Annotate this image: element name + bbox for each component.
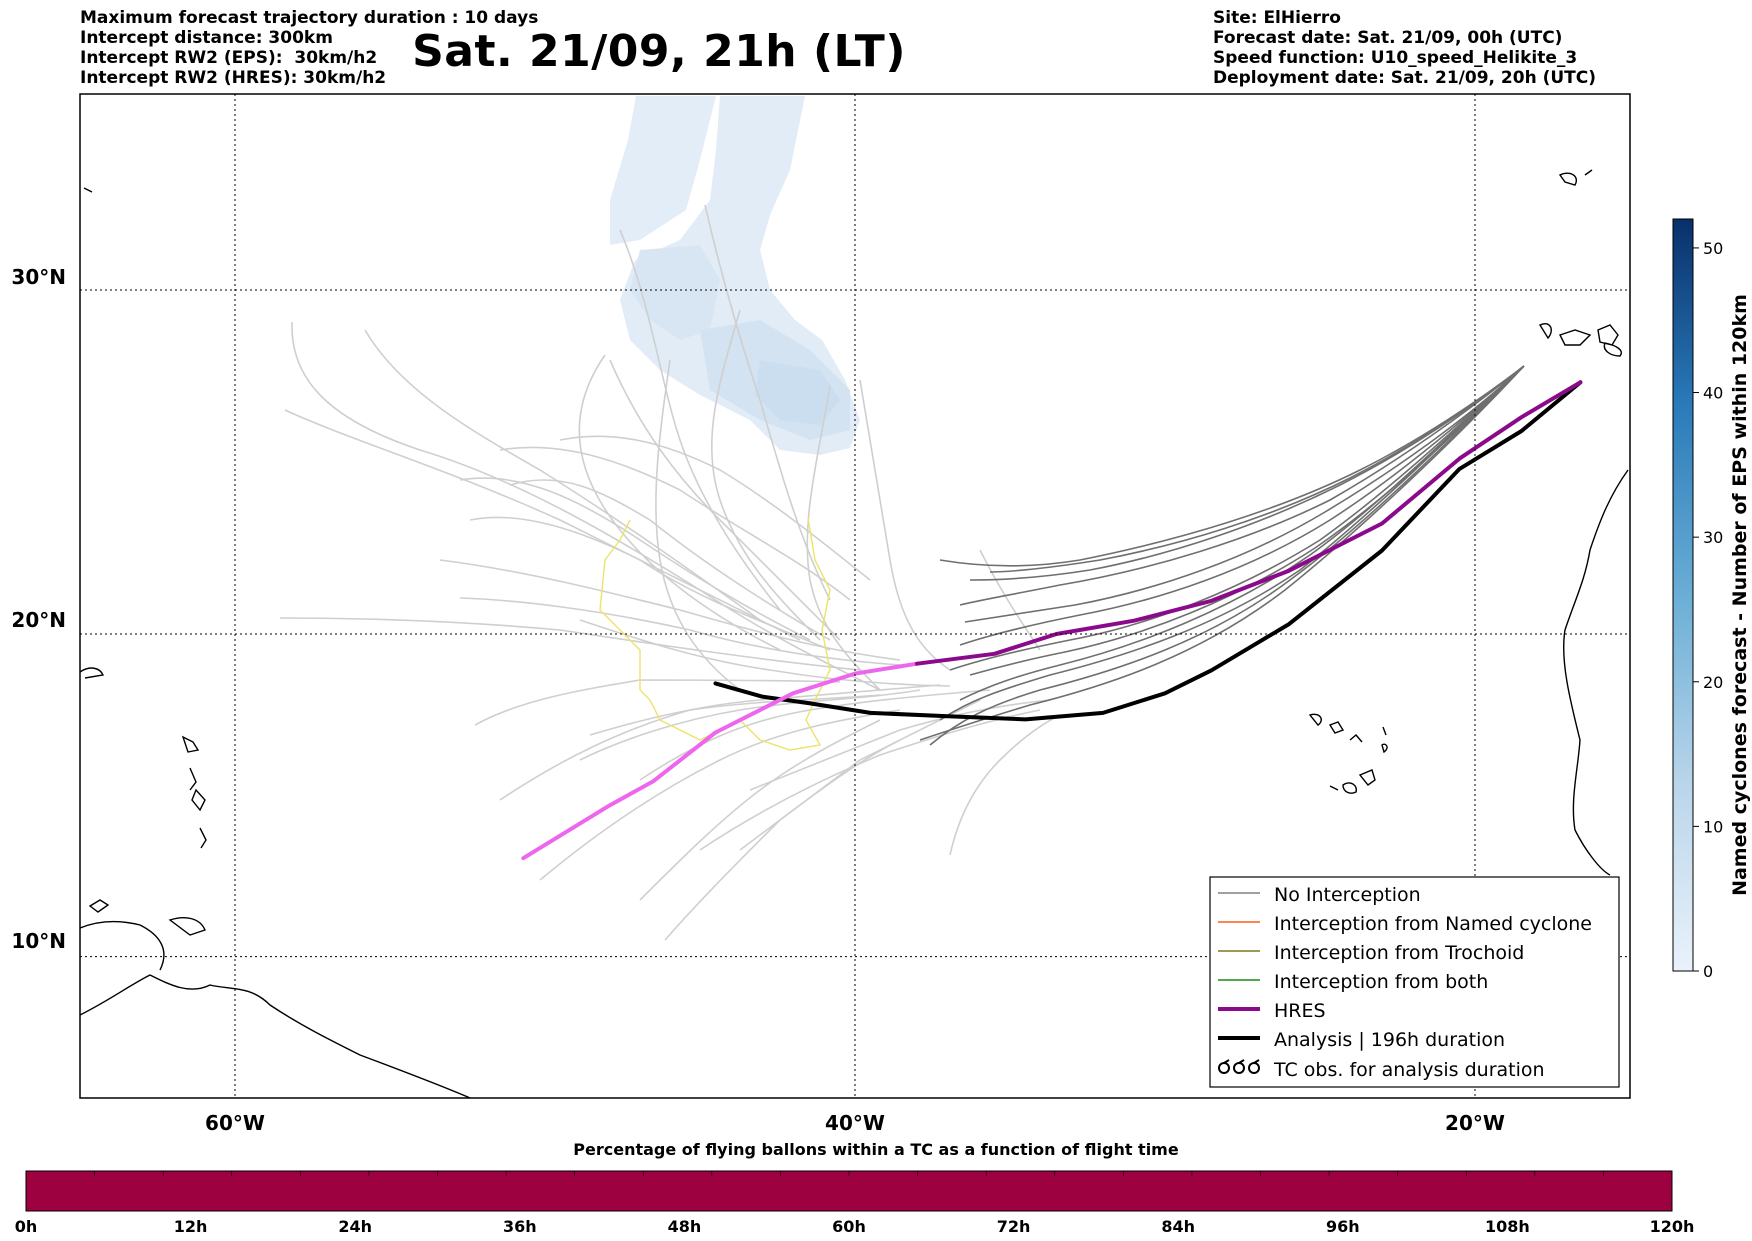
legend-label-hres: HRES	[1274, 1000, 1326, 1022]
colorbar-right-tick-label-40: 40	[1703, 384, 1723, 403]
tc-obs-symbol-icon	[1218, 1059, 1260, 1074]
header-site: Site: ElHierro	[1213, 8, 1341, 28]
header-intercept-distance: Intercept distance: 300km	[80, 28, 333, 48]
header-forecast-date: Forecast date: Sat. 21/09, 00h (UTC)	[1213, 28, 1563, 48]
percentage-bar-title: Percentage of flying ballons within a TC…	[573, 1140, 1179, 1159]
percentage-bar-fill	[25, 1170, 1673, 1212]
legend-label-both: Interception from both	[1274, 971, 1488, 993]
lon-label-20w: 20°W	[1445, 1111, 1505, 1135]
percentage-bar-tick-label-36h: 36h	[503, 1217, 537, 1236]
coastlines	[80, 169, 1629, 1098]
legend-label-tc-obs: TC obs. for analysis duration	[1273, 1059, 1545, 1081]
legend: No Interception Interception from Named …	[1209, 876, 1620, 1088]
map-frame	[79, 93, 1631, 1099]
trajectory-analysis-196h-duration	[713, 380, 1583, 722]
header-deployment-date: Deployment date: Sat. 21/09, 20h (UTC)	[1213, 68, 1597, 88]
percentage-bar-tick-label-0h: 0h	[15, 1217, 38, 1236]
legend-label-trochoid: Interception from Trochoid	[1274, 942, 1524, 964]
header-intercept-hres: Intercept RW2 (HRES): 30km/h2	[80, 68, 387, 88]
percentage-bar-tick-label-120h: 120h	[1650, 1217, 1695, 1236]
percentage-bar-tick-label-108h: 108h	[1485, 1217, 1530, 1236]
thick-trajectories	[521, 380, 1583, 861]
legend-label-no-interception: No Interception	[1274, 884, 1421, 906]
lat-label-10: 10°N	[11, 929, 66, 953]
percentage-bar-tick-label-24h: 24h	[338, 1217, 372, 1236]
percentage-bar-tick-label-60h: 60h	[832, 1217, 866, 1236]
lat-label-30: 30°N	[11, 265, 66, 289]
percentage-bar-tick-label-84h: 84h	[1161, 1217, 1195, 1236]
legend-label-named-cyclone: Interception from Named cyclone	[1274, 913, 1592, 935]
colorbar-right-tick-label-20: 20	[1703, 673, 1723, 692]
header-max-duration: Maximum forecast trajectory duration : 1…	[80, 8, 539, 28]
header-left: Maximum forecast trajectory duration : 1…	[80, 8, 538, 88]
percentage-bar-tick-label-96h: 96h	[1326, 1217, 1360, 1236]
trajectory-hres-early-segment	[521, 661, 919, 861]
colorbar-right-label: Named cyclones forecast - Number of EPS …	[1729, 294, 1751, 896]
lon-label-40w: 40°W	[825, 1111, 885, 1135]
percentage-bar-tick-label-72h: 72h	[997, 1217, 1031, 1236]
colorbar-right-gradient	[1672, 218, 1694, 972]
trajectory-hres	[915, 380, 1583, 666]
header-speed-function: Speed function: U10_speed_Helikite_3	[1213, 48, 1578, 68]
colorbar-right-tick-label-0: 0	[1703, 962, 1713, 981]
page-title: Sat. 21/09, 21h (LT)	[0, 26, 1752, 77]
colorbar-right: 0 10 20 30 40 50 Named cyclones forecast - Nu…	[1672, 218, 1751, 981]
percentage-bar-tick-label-12h: 12h	[174, 1217, 208, 1236]
lon-label-60w: 60°W	[205, 1111, 265, 1135]
colorbar-right-tick-label-10: 10	[1703, 817, 1723, 836]
title-text: Sat. 21/09, 21h (LT)	[412, 26, 906, 77]
header-intercept-eps: Intercept RW2 (EPS): 30km/h2	[80, 48, 378, 68]
lat-label-20: 20°N	[11, 608, 66, 632]
legend-label-analysis: Analysis | 196h duration	[1274, 1029, 1505, 1051]
colorbar-right-tick-label-50: 50	[1703, 239, 1723, 258]
header-right: Site: ElHierro Forecast date: Sat. 21/09…	[1213, 8, 1596, 88]
percentage-bar: 0h 12h 24h 36h 48h 60h 72h 84h 96h 108h 120h	[15, 1170, 1695, 1236]
percentage-bar-tick-label-48h: 48h	[668, 1217, 702, 1236]
cyclone-density-area	[610, 96, 860, 455]
colorbar-right-tick-label-30: 30	[1703, 528, 1723, 547]
